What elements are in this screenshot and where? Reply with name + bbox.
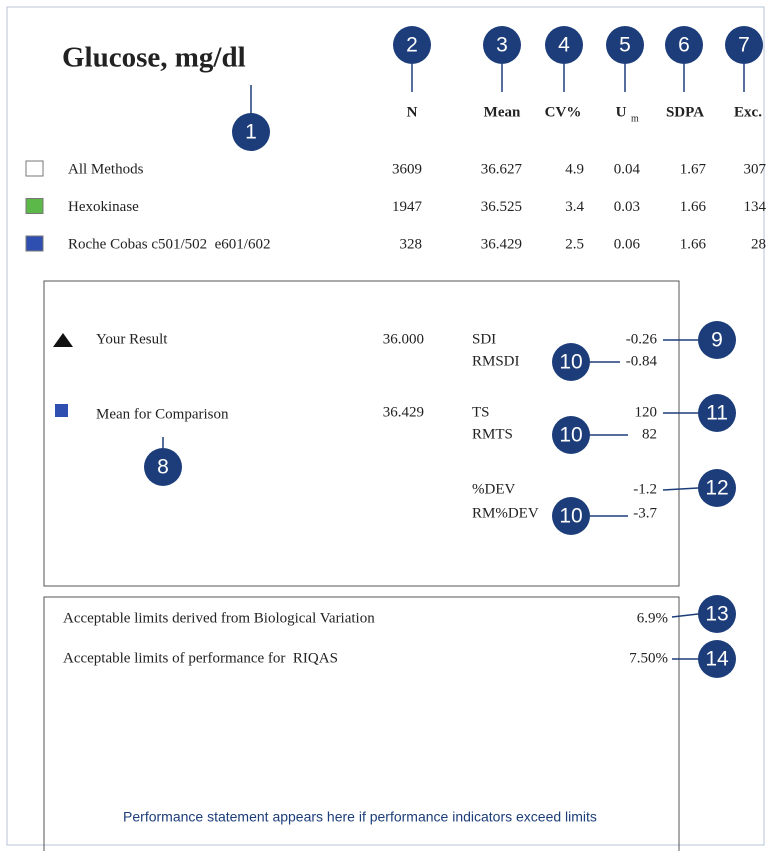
callout-circle	[698, 640, 736, 678]
indicator-value: -1.2	[633, 481, 657, 497]
column-header: Exc.	[734, 104, 762, 120]
callout-circle	[393, 26, 431, 64]
indicator-label: SDI	[472, 331, 496, 347]
cell: 0.06	[614, 236, 641, 252]
indicator-value: -0.84	[626, 353, 658, 369]
column-header: N	[407, 104, 418, 120]
indicator-value: 120	[635, 404, 658, 420]
column-header: Mean	[484, 104, 521, 120]
value: 36.000	[383, 331, 424, 347]
limit-label: Acceptable limits of performance for RIQ…	[63, 650, 338, 666]
callout-number: 9	[711, 329, 723, 352]
callout-number: 13	[705, 603, 728, 626]
callout-circle	[483, 26, 521, 64]
result-box	[43, 280, 680, 587]
indicator-value: 82	[642, 426, 657, 442]
callout-circle	[144, 448, 182, 486]
cell: 0.03	[614, 199, 640, 215]
indicator-label: %DEV	[472, 481, 515, 497]
callout-circle	[725, 26, 763, 64]
callout-circle	[698, 469, 736, 507]
cell: 3.4	[565, 199, 584, 215]
cell: 0.04	[614, 161, 641, 177]
cell: 328	[400, 236, 423, 252]
callout-circle	[698, 595, 736, 633]
callout-number: 8	[157, 456, 169, 479]
callout-number: 11	[706, 402, 728, 425]
callout-number: 14	[705, 648, 729, 671]
callout-number: 12	[705, 477, 728, 500]
callout-circle	[698, 321, 736, 359]
cell: 36.429	[481, 236, 522, 252]
cell: 1.66	[680, 199, 707, 215]
callout-number: 5	[619, 34, 631, 57]
statement: Performance statement appears here if pe…	[123, 809, 597, 825]
callout-number: 2	[406, 34, 418, 57]
limit-label: Acceptable limits derived from Biologica…	[63, 610, 375, 626]
callout-number: 10	[559, 351, 582, 374]
cell: 36.627	[481, 161, 523, 177]
callout-number: 7	[738, 34, 750, 57]
callout-line	[671, 613, 699, 618]
cell: 4.9	[565, 161, 584, 177]
indicator-value: -3.7	[633, 505, 657, 521]
callout-circle	[606, 26, 644, 64]
frame	[6, 6, 765, 846]
limit-value: 7.50%	[629, 650, 668, 666]
indicator-label: RMSDI	[472, 353, 520, 369]
method-square	[25, 160, 44, 177]
indicator-label: RMTS	[472, 426, 513, 442]
callout-number: 10	[559, 424, 582, 447]
callout-circle	[552, 416, 590, 454]
value: 36.429	[383, 404, 424, 420]
column-header: SDPA	[666, 104, 704, 120]
callout-number: 1	[245, 121, 257, 144]
callout-number: 3	[496, 34, 508, 57]
column-header: CV%	[545, 104, 582, 120]
title: Glucose, mg/dl	[62, 42, 246, 74]
method-square	[25, 235, 44, 252]
cell: 28	[751, 236, 766, 252]
limit-value: 6.9%	[637, 610, 668, 626]
callout-circle	[698, 394, 736, 432]
column-header-sub: m	[631, 113, 639, 124]
cell: 1.66	[680, 236, 707, 252]
cell: 3609	[392, 161, 422, 177]
comparison-square	[55, 404, 68, 417]
cell: 2.5	[565, 236, 584, 252]
result-triangle	[53, 333, 73, 347]
limits-box	[43, 596, 680, 851]
label: Mean for Comparison	[96, 406, 229, 422]
method-name: Hexokinase	[68, 199, 139, 215]
cell: 1.67	[680, 161, 707, 177]
callout-number: 6	[678, 34, 690, 57]
callout-circle	[552, 343, 590, 381]
cell: 134	[744, 199, 767, 215]
label: Your Result	[96, 331, 168, 347]
callout-circle	[552, 497, 590, 535]
callout-line	[662, 487, 699, 491]
callout-circle	[665, 26, 703, 64]
callout-number: 10	[559, 505, 582, 528]
method-name: All Methods	[68, 161, 144, 177]
method-name: Roche Cobas c501/502 e601/602	[68, 236, 270, 252]
cell: 1947	[392, 199, 423, 215]
column-header: U	[616, 104, 627, 120]
indicator-label: RM%DEV	[472, 505, 539, 521]
method-square	[25, 198, 44, 214]
callout-circle	[545, 26, 583, 64]
callout-circle	[232, 113, 270, 151]
callout-number: 4	[558, 34, 570, 57]
cell: 36.525	[481, 199, 522, 215]
cell: 307	[744, 161, 767, 177]
indicator-value: -0.26	[626, 331, 658, 347]
indicator-label: TS	[472, 404, 490, 420]
